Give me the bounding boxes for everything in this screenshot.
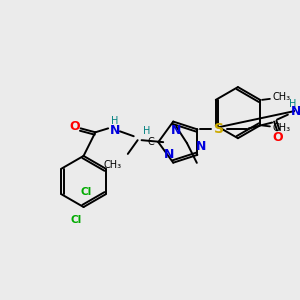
Text: H: H bbox=[111, 116, 119, 127]
Text: Cl: Cl bbox=[81, 187, 92, 197]
Text: O: O bbox=[273, 131, 283, 144]
Text: N: N bbox=[290, 105, 300, 118]
Text: N: N bbox=[171, 124, 181, 137]
Text: CH₃: CH₃ bbox=[104, 160, 122, 170]
Text: N: N bbox=[164, 148, 175, 161]
Text: H: H bbox=[143, 126, 150, 136]
Text: CH₃: CH₃ bbox=[273, 92, 291, 102]
Text: S: S bbox=[214, 122, 224, 136]
Text: CH₃: CH₃ bbox=[273, 123, 291, 134]
Text: H: H bbox=[289, 99, 296, 109]
Text: Cl: Cl bbox=[70, 215, 81, 225]
Text: C: C bbox=[147, 137, 154, 147]
Text: O: O bbox=[69, 120, 80, 133]
Text: N: N bbox=[110, 124, 120, 137]
Text: N: N bbox=[196, 140, 206, 154]
